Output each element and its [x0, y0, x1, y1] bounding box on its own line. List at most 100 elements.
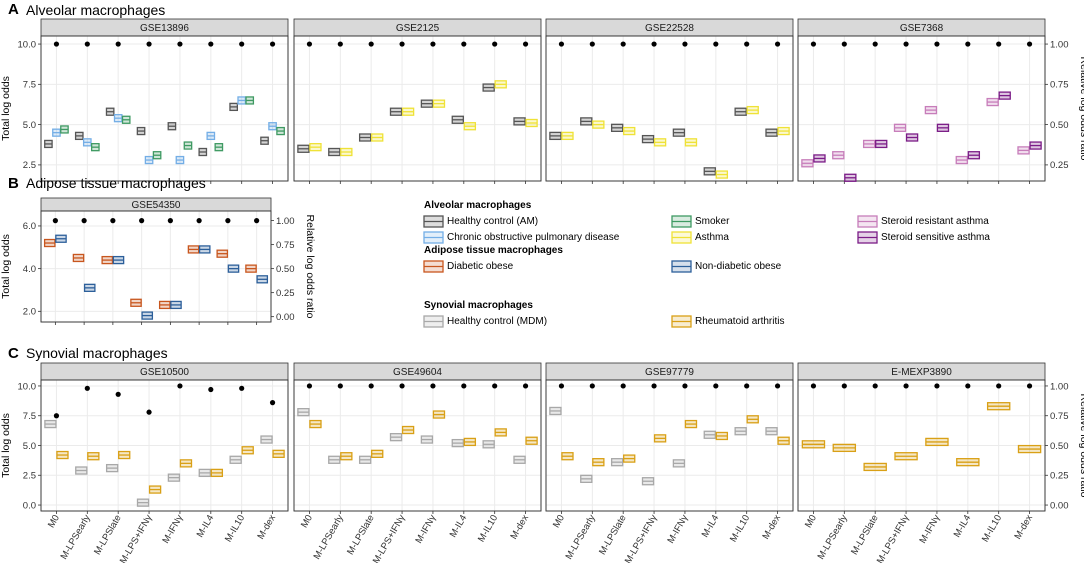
facet-strip-label: GSE2125: [396, 23, 440, 34]
ratio-dot: [558, 41, 565, 47]
x-tick-label: M-IL10: [223, 513, 247, 544]
legend-label-healthy-control-am: Healthy control (AM): [447, 216, 538, 227]
ratio-dot: [177, 383, 183, 389]
ratio-dot: [368, 383, 374, 389]
facet-strip-label: GSE7368: [900, 23, 944, 34]
legend-group-alveolar-macrophages: Alveolar macrophages Healthy control (AM)…: [423, 200, 990, 244]
ratio-dot: [522, 383, 529, 389]
x-tick-label: M-LPSlate: [92, 513, 124, 557]
legend-label-rheumatoid-arthritis: Rheumatoid arthritis: [695, 316, 784, 327]
y2-tick-label: 0.50: [276, 264, 295, 275]
ratio-dot: [399, 41, 405, 47]
ratio-dot: [903, 41, 909, 47]
ratio-dot: [269, 41, 276, 47]
ratio-dot: [239, 41, 245, 47]
ratio-dot: [492, 383, 498, 389]
x-tick-label: M0: [299, 513, 315, 530]
x-tick-label: M-IL4: [952, 513, 974, 540]
facet-frame: [293, 379, 542, 512]
ratio-dot: [744, 383, 750, 389]
x-tick-label: M-LPSlate: [849, 513, 881, 557]
ratio-dot: [53, 413, 60, 419]
legend-label-steroid-sensitive-asthma: Steroid sensitive asthma: [881, 232, 990, 243]
ratio-dot: [492, 41, 498, 47]
ratio-dot: [81, 218, 87, 224]
y2-axis-title: Relative log odds ratio: [1078, 394, 1084, 498]
y2-tick-label: 0.50: [1050, 441, 1069, 452]
panel-group-a: A Alveolar macrophages 2.5 5.0 7.5 10.0 Total …: [0, 1, 1084, 184]
y-tick-label: 5.0: [23, 441, 36, 452]
ratio-dot: [522, 41, 529, 47]
ratio-dot: [682, 41, 688, 47]
y2-tick-label: 0.75: [1050, 80, 1069, 91]
ratio-dot: [1026, 41, 1033, 47]
panel-title-c: Synovial macrophages: [26, 345, 168, 361]
ratio-dot: [239, 385, 245, 391]
ratio-dot: [903, 383, 909, 389]
panel-title-a: Alveolar macrophages: [26, 2, 165, 18]
facet-panel: [797, 35, 1046, 182]
y-tick-label: 5.0: [23, 120, 36, 131]
y-tick-label: 10.0: [18, 381, 37, 392]
ratio-dot: [52, 218, 58, 224]
facet-gse13896: GSE13896: [40, 18, 289, 184]
y2-tick-label: 0.75: [1050, 411, 1069, 422]
legend-group-title: Adipose tissue macrophages: [424, 245, 563, 256]
ratio-dot: [115, 41, 121, 47]
ratio-dot: [115, 391, 121, 397]
ratio-dot: [225, 218, 231, 224]
y2-tick-label: 1.00: [1050, 39, 1069, 50]
ratio-dot: [872, 41, 878, 47]
facet-frame: [545, 379, 794, 512]
ratio-dot: [965, 383, 971, 389]
y-tick-label: 6.0: [23, 221, 36, 232]
ratio-dot: [965, 41, 971, 47]
facet-strip-label: GSE13896: [140, 23, 189, 34]
ratio-dot: [139, 218, 145, 224]
ratio-dot: [620, 41, 626, 47]
ratio-dot: [996, 383, 1002, 389]
x-tick-label: M-dex: [255, 513, 278, 542]
x-tick-label: M-IL10: [728, 513, 752, 544]
facet-strip-label: GSE22528: [645, 23, 694, 34]
ratio-dot: [110, 218, 116, 224]
x-tick-label: M-dex: [508, 513, 531, 542]
x-tick-label: M-dex: [1012, 513, 1035, 542]
y2-tick-label: 0.25: [276, 288, 295, 299]
ratio-dot: [841, 383, 847, 389]
ratio-dot: [682, 383, 688, 389]
ratio-dot: [841, 41, 847, 47]
ratio-dot: [306, 41, 313, 47]
ratio-dot: [208, 386, 214, 393]
x-tick-label: M-LPSlate: [597, 513, 629, 557]
y2-tick-label: 1.00: [276, 216, 295, 227]
panel-title-b: Adipose tissue macrophages: [26, 175, 206, 191]
y2-axis-title: Relative log odds ratio: [304, 215, 316, 319]
facet-panel: [545, 35, 794, 182]
ratio-dot: [399, 383, 405, 389]
ratio-dot: [810, 383, 817, 389]
facet-strip-label: GSE97779: [645, 367, 694, 378]
facet-strip-label: E-MEXP3890: [891, 367, 952, 378]
facet-strip-label: GSE10500: [140, 367, 189, 378]
x-tick-label: M-IL10: [476, 513, 500, 544]
facet-gse22528: GSE22528: [545, 18, 794, 184]
y2-axis-title: Relative log odds ratio: [1078, 57, 1084, 161]
x-tick-label: M-IFNγ: [917, 513, 942, 546]
y-tick-label: 7.5: [23, 411, 36, 422]
ratio-dot: [651, 383, 657, 389]
x-tick-label: M-LPSearly: [59, 513, 93, 562]
ratio-dot: [53, 41, 60, 47]
legend-group-synovial-macrophages: Synovial macrophages Healthy control (MDM…: [423, 300, 784, 328]
x-tick-label: M-IL10: [980, 513, 1004, 544]
y-axis-title: Total log odds: [0, 413, 12, 478]
ratio-dot: [934, 41, 940, 47]
ratio-dot: [208, 41, 214, 47]
legend-label-healthy-control-mdm: Healthy control (MDM): [447, 316, 547, 327]
y2-tick-label: 0.25: [1050, 471, 1069, 482]
ratio-dot: [269, 400, 276, 406]
y-axis-title: Total log odds: [0, 234, 12, 299]
ratio-dot: [84, 385, 90, 391]
